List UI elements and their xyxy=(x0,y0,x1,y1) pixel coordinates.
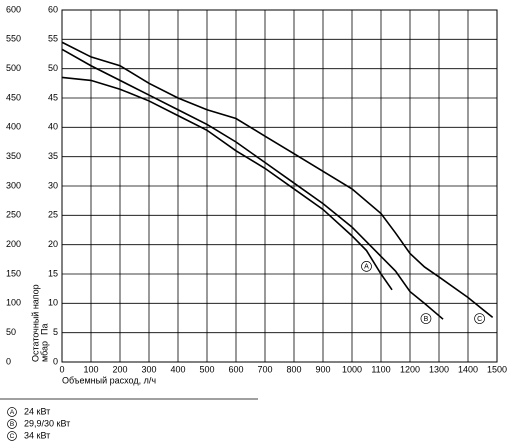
curve-tag: C xyxy=(477,316,482,323)
x-tick-label: 900 xyxy=(315,364,330,374)
x-tick-label: 1100 xyxy=(371,364,390,374)
y2-tick-label: 50 xyxy=(6,327,16,337)
x-label: Объемный расход, л/ч xyxy=(62,375,156,385)
x-tick-label: 1400 xyxy=(458,364,478,374)
y2-tick-label: 200 xyxy=(6,239,21,249)
x-tick-label: 400 xyxy=(170,364,185,374)
x-tick-label: 100 xyxy=(83,364,98,374)
x-tick-label: 800 xyxy=(286,364,301,374)
x-tick-label: 300 xyxy=(141,364,156,374)
y2-tick-label: 500 xyxy=(6,63,21,73)
legend-label: 34 кВт xyxy=(24,430,50,440)
x-tick-label: 500 xyxy=(199,364,214,374)
y2-tick-label: 250 xyxy=(6,210,21,220)
curve xyxy=(61,76,393,291)
y-tick-label: 20 xyxy=(48,239,58,249)
y-tick-label: 15 xyxy=(48,268,58,278)
curve-tag-circle xyxy=(361,261,372,272)
y2-tick-label: 0 xyxy=(6,356,11,366)
curve-tag: A xyxy=(364,264,369,271)
y-tick-label: 10 xyxy=(48,298,58,308)
y-tick-label: 25 xyxy=(48,210,58,220)
legend-marker-letter: B xyxy=(10,421,14,428)
curve-tag-circle xyxy=(420,313,432,324)
x-tick-label: 200 xyxy=(112,364,127,374)
y-tick-label: 50 xyxy=(48,63,58,73)
curve-tag-circle xyxy=(474,313,485,324)
x-tick-label: 1500 xyxy=(487,364,507,374)
x-tick-label: 1200 xyxy=(400,364,420,374)
legend-label: 24 кВт xyxy=(24,406,50,416)
y2-tick-label: 100 xyxy=(6,298,21,308)
y2-tick-label: 550 xyxy=(6,34,21,44)
plot-frame xyxy=(61,9,498,363)
y-label: мбар xyxy=(39,341,49,362)
y-tick-label: 35 xyxy=(48,151,58,161)
curve-tag: B xyxy=(424,316,429,323)
y2-label: Па xyxy=(39,324,49,335)
y2-tick-label: 600 xyxy=(6,4,21,14)
y-label: Остаточный напор xyxy=(30,284,40,362)
y2-tick-label: 300 xyxy=(6,180,21,190)
x-tick-label: 600 xyxy=(228,364,243,374)
y-tick-label: 55 xyxy=(48,34,58,44)
curve xyxy=(61,48,444,320)
legend-marker-letter: C xyxy=(10,433,15,440)
y-tick-label: 30 xyxy=(48,180,58,190)
y-tick-label: 5 xyxy=(53,327,58,337)
x-tick-label: 700 xyxy=(257,364,272,374)
y2-tick-label: 150 xyxy=(6,268,21,278)
y-tick-label: 40 xyxy=(48,122,58,132)
x-tick-label: 0 xyxy=(59,364,64,374)
y-tick-label: 0 xyxy=(53,356,58,366)
y2-tick-label: 450 xyxy=(6,92,21,102)
y2-tick-label: 350 xyxy=(6,151,21,161)
legend-marker-letter: A xyxy=(10,409,15,416)
x-tick-label: 1300 xyxy=(429,364,449,374)
y-tick-label: 60 xyxy=(48,4,58,14)
curve xyxy=(61,41,494,319)
legend-label: 29,9/30 кВт xyxy=(24,418,70,428)
legend-marker xyxy=(7,419,17,429)
legend-marker xyxy=(7,407,17,417)
x-tick-label: 1000 xyxy=(342,364,362,374)
y-tick-label: 45 xyxy=(48,92,58,102)
legend-marker xyxy=(7,431,17,441)
y2-tick-label: 400 xyxy=(6,122,21,132)
